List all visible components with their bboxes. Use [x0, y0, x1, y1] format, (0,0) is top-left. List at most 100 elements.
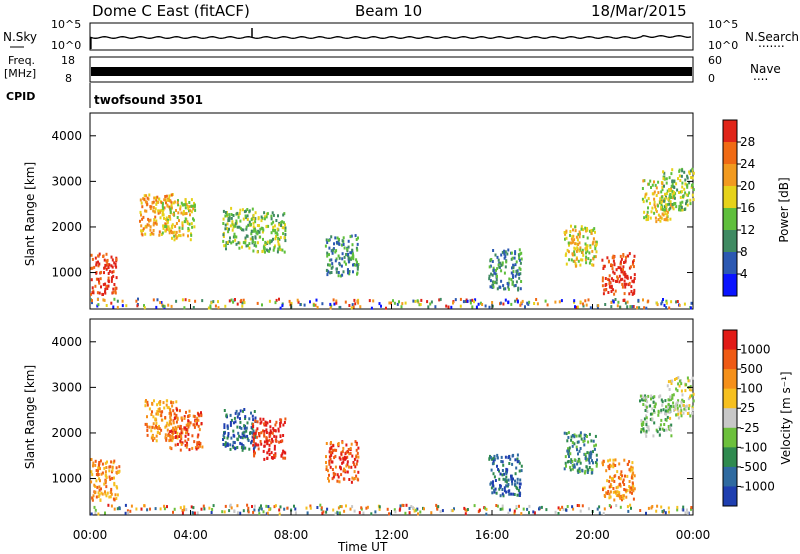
scatter-cell: [518, 266, 521, 270]
scatter-cell: [103, 482, 106, 486]
scatter-cell: [328, 263, 331, 267]
scatter-cell: [191, 446, 194, 450]
scatter-cell: [248, 417, 251, 421]
y-tick-label: 3000: [51, 380, 82, 394]
scatter-cell: [520, 301, 523, 305]
scatter-cell: [279, 424, 282, 428]
scatter-cell: [257, 217, 260, 221]
scatter-cell: [253, 508, 256, 512]
scatter-cell: [151, 434, 154, 438]
scatter-cell: [198, 442, 201, 446]
scatter-cell: [347, 239, 350, 243]
scatter-cell: [607, 459, 610, 463]
scatter-cell: [665, 218, 668, 222]
scatter-cell: [520, 469, 523, 473]
nsky-right-tick-top: 10^5: [708, 18, 738, 31]
scatter-cell: [241, 304, 244, 308]
scatter-cell: [96, 485, 99, 489]
scatter-cell: [584, 455, 587, 459]
scatter-cell: [557, 512, 560, 515]
scatter-cell: [603, 494, 606, 497]
scatter-cell: [225, 241, 228, 245]
scatter-cell: [146, 202, 149, 206]
scatter-cell: [503, 252, 506, 256]
scatter-cell: [643, 417, 646, 421]
scatter-cell: [238, 211, 241, 215]
scatter-cell: [652, 396, 655, 400]
scatter-cell: [644, 404, 647, 408]
scatter-cell: [677, 409, 680, 413]
scatter-cell: [563, 231, 566, 234]
scatter-cell: [140, 224, 143, 228]
scatter-cell: [155, 198, 158, 202]
scatter-cell: [97, 264, 100, 268]
scatter-cell: [522, 507, 525, 511]
scatter-cell: [508, 489, 511, 493]
scatter-cell: [504, 478, 507, 482]
x-tick-label: 08:00: [274, 528, 309, 542]
scatter-cell: [512, 263, 515, 267]
scatter-cell: [579, 434, 582, 438]
scatter-cell: [471, 305, 474, 309]
scatter-cell: [517, 288, 520, 292]
scatter-cell: [182, 203, 185, 207]
scatter-cell: [493, 271, 496, 275]
scatter-cell: [494, 272, 497, 276]
scatter-cell: [510, 278, 513, 282]
scatter-cell: [515, 505, 518, 508]
scatter-cell: [273, 453, 275, 457]
scatter-cell: [266, 240, 269, 244]
scatter-cell: [675, 377, 678, 380]
scatter-cell: [509, 457, 512, 461]
scatter-cell: [438, 298, 441, 302]
scatter-cell: [459, 304, 462, 308]
scatter-cell: [149, 205, 152, 209]
scatter-cell: [642, 427, 645, 431]
scatter-cell: [493, 475, 496, 479]
scatter-cell: [533, 302, 536, 305]
scatter-cell: [279, 420, 282, 424]
scatter-cell: [168, 439, 171, 443]
scatter-cell: [174, 431, 177, 434]
scatter-cell: [238, 434, 241, 438]
scatter-cell: [665, 299, 668, 303]
scatter-cell: [254, 236, 257, 240]
scatter-cell: [640, 430, 643, 434]
scatter-cell: [223, 426, 226, 429]
scatter-cell: [343, 255, 346, 259]
scatter-cell: [503, 249, 506, 253]
scatter-cell: [506, 468, 509, 472]
scatter-cell: [242, 434, 245, 438]
scatter-cell: [581, 504, 584, 508]
scatter-cell: [185, 508, 188, 512]
nsky-trace: [90, 28, 692, 49]
scatter-cell: [145, 225, 148, 229]
scatter-cell: [682, 195, 684, 199]
scatter-cell: [689, 414, 692, 418]
scatter-cell: [354, 465, 357, 469]
scatter-cell: [155, 202, 158, 206]
scatter-cell: [111, 468, 114, 472]
scatter-cell: [491, 283, 494, 287]
scatter-cell: [169, 430, 172, 434]
scatter-cell: [593, 255, 596, 259]
scatter-cell: [681, 398, 684, 402]
scatter-cell: [331, 468, 334, 471]
scatter-cell: [588, 454, 591, 458]
scatter-cell: [183, 426, 186, 430]
scatter-cell: [615, 268, 618, 272]
colorbar-segment: [723, 186, 737, 209]
scatter-cell: [282, 449, 285, 453]
scatter-cell: [579, 300, 582, 304]
scatter-cell: [254, 431, 257, 435]
colorbar-segment: [723, 427, 737, 448]
scatter-cell: [620, 270, 623, 274]
scatter-cell: [272, 428, 275, 432]
scatter-cell: [177, 233, 180, 237]
scatter-cell: [666, 213, 669, 217]
scatter-cell: [273, 224, 276, 228]
scatter-cell: [663, 184, 665, 188]
scatter-cell: [91, 496, 94, 500]
scatter-cell: [388, 512, 390, 516]
scatter-cell: [180, 437, 183, 441]
